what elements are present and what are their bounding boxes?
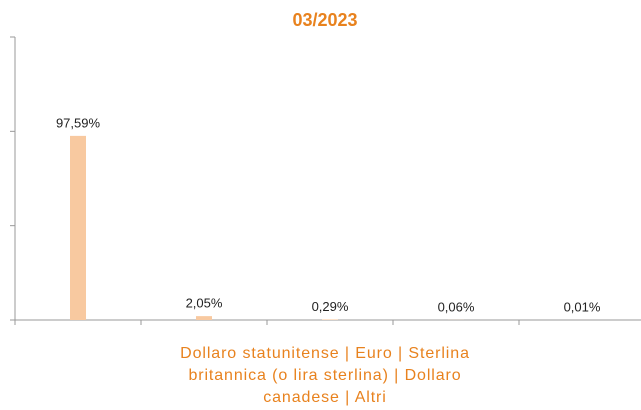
value-label: 0,29% [312, 299, 349, 314]
x-axis-label: Dollaro statunitense | Euro | Sterlina b… [180, 345, 470, 406]
bar [196, 316, 212, 320]
chart: 03/2023 97,59% 2,05% 0,29% 0,06% 0,01% [10, 10, 641, 325]
chart-title: 03/2023 [292, 10, 357, 30]
value-label: 0,01% [564, 299, 601, 314]
bar [322, 319, 338, 320]
value-label: 2,05% [186, 296, 223, 311]
value-label: 97,59% [56, 115, 101, 130]
value-label: 0,06% [438, 299, 475, 314]
bar [70, 135, 86, 320]
